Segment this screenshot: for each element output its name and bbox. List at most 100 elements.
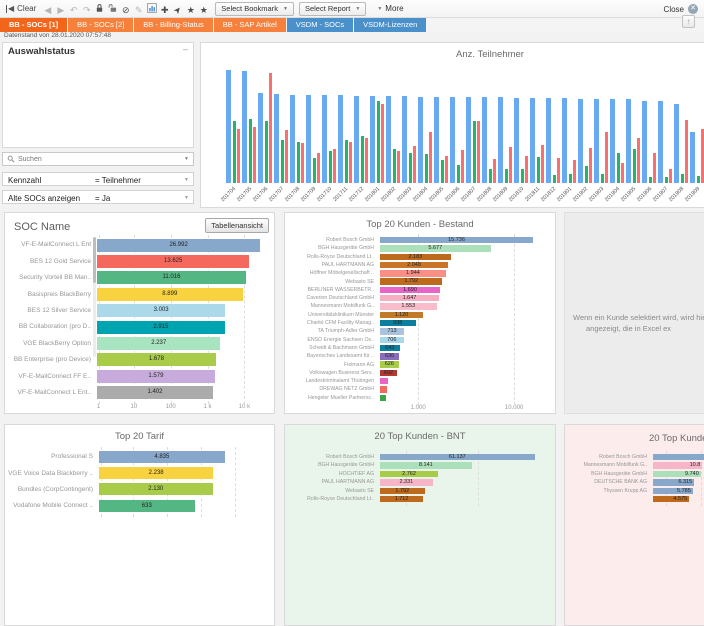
bar-blue-201810[interactable] (514, 98, 519, 183)
bar-blue-201709[interactable] (306, 95, 311, 183)
bar-green-201706[interactable] (265, 121, 269, 183)
row-label[interactable]: HOCHTIEF AG (285, 471, 374, 477)
bar-robert-bosch-gmbh[interactable]: 15.736 (380, 237, 533, 243)
bar-security-vorteil-bb-man[interactable]: 11.016 (97, 271, 246, 284)
bar-red-201909[interactable] (701, 129, 704, 183)
bar-green-201810[interactable] (521, 169, 525, 183)
bar-hengeler-mueller-partnersc[interactable] (380, 395, 386, 401)
bar-red-201804[interactable] (429, 132, 433, 183)
row-label[interactable]: Volkswagen Business Serv.. (285, 370, 374, 376)
bar-rolls-royce-deutschland-lt[interactable]: 1.712 (380, 496, 423, 502)
row-label[interactable]: BB Enterprise (pro Device) (5, 356, 91, 363)
bar-scheidt-bachmann-gmbh[interactable]: 643 (380, 345, 400, 351)
bar-webasto-se[interactable]: 1.792 (380, 278, 442, 284)
bar-bes-12-silver-service[interactable]: 3.003 (97, 304, 225, 317)
bar-blue-201803[interactable] (402, 96, 407, 183)
bar-hochtief-ag[interactable]: 2.762 (380, 471, 438, 477)
search-box[interactable]: ▼ (2, 152, 194, 166)
bar-green-201901[interactable] (569, 174, 573, 183)
bar-green-201808[interactable] (489, 169, 493, 183)
bar-green-201809[interactable] (505, 169, 509, 183)
bar-bgh-hausger-te-gmbh[interactable]: 9.740 (653, 471, 701, 477)
bar-green-201804[interactable] (425, 154, 429, 183)
bar-robert-bosch-gmbh[interactable]: 61.137 (380, 454, 535, 460)
forward-icon[interactable]: ▶ (54, 2, 67, 18)
bar-green-201811[interactable] (537, 157, 541, 183)
scrollbar-thumb[interactable] (93, 237, 96, 283)
bar-robert-bosch-gmbh[interactable] (653, 454, 704, 460)
bar-green-201909[interactable] (697, 176, 701, 183)
bar-paul-hartmann-ag[interactable]: 2.048 (380, 262, 448, 268)
bar-blue-201909[interactable] (690, 132, 695, 183)
bar-green-201705[interactable] (249, 119, 253, 183)
bar-blue-201806[interactable] (450, 97, 455, 183)
bar-green-201906[interactable] (649, 177, 653, 183)
bar-blue-201905[interactable] (626, 99, 631, 183)
bar-blue-201811[interactable] (530, 98, 535, 183)
bar-red-201811[interactable] (541, 145, 545, 183)
chart-table-icon[interactable] (145, 2, 158, 18)
search-input[interactable] (18, 156, 181, 163)
bar-red-201808[interactable] (493, 159, 497, 183)
bar-blue-201902[interactable] (578, 99, 583, 183)
bar-mannesmann-mobilfunk-g[interactable]: 1.553 (380, 303, 437, 309)
row-label[interactable]: Bayerisches Landesamt für .. (285, 353, 374, 359)
row-label[interactable]: Basispreis BlackBerry (5, 291, 91, 298)
tab-bb-billing-status[interactable]: BB - Billing-Status (134, 18, 212, 32)
row-label[interactable]: VF-E-MailConnect FF E.. (5, 373, 91, 380)
row-label[interactable]: Rolls-Royce Deutschland Lt.. (285, 254, 374, 260)
bar-blue-201707[interactable] (274, 94, 279, 183)
bar-red-201802[interactable] (397, 151, 401, 183)
bar-green-201707[interactable] (281, 140, 285, 183)
bar-green-201907[interactable] (665, 177, 669, 183)
tab-bb-socs-1[interactable]: BB - SOCs [1] (0, 18, 67, 32)
bar-red-201704[interactable] (237, 129, 241, 183)
bar-thyssen-krupp-ag[interactable]: 5.785 (653, 488, 693, 494)
row-label[interactable]: TA Triumph-Adler GmbH (285, 328, 374, 334)
row-label[interactable]: PAUL HARTMANN AG (285, 262, 374, 268)
bar-red-201807[interactable] (477, 121, 481, 183)
bar-green-201802[interactable] (393, 149, 397, 183)
unlock-icon[interactable] (106, 2, 119, 18)
bar-blue-201904[interactable] (610, 99, 615, 183)
bar-red-201705[interactable] (253, 127, 257, 184)
bar-red-201812[interactable] (557, 158, 561, 183)
bar-landeskriminalamt-th-ringen[interactable] (380, 378, 388, 384)
bar-ta-triumph-adler-gmbh[interactable]: 713 (380, 328, 404, 334)
row-label[interactable]: VGE Voice Data Blackberry .. (5, 470, 93, 477)
bar-red-201906[interactable] (653, 153, 657, 184)
bar-drewag-netz-gmbh[interactable] (380, 386, 387, 392)
row-label[interactable]: Mannesmann Mobilfunk G.. (565, 462, 647, 468)
bar-green-201803[interactable] (409, 153, 413, 184)
bar-green-201709[interactable] (313, 158, 317, 183)
bar-blue-201807[interactable] (466, 97, 471, 183)
bar-red-201809[interactable] (509, 147, 513, 183)
table-view-button[interactable]: Tabellenansicht (205, 218, 269, 233)
clear-button[interactable]: ◀ Clear (6, 4, 36, 13)
bar-red-201904[interactable] (621, 163, 625, 183)
row-label[interactable]: BB Collaboration (pro D.. (5, 323, 91, 330)
bar-mannesmann-mobilfunk-g[interactable]: 10.8 (653, 462, 702, 468)
row-label[interactable]: Thyssen Krupp AG (565, 488, 647, 494)
row-label[interactable]: ENSO Energie Sachsen Os.. (285, 337, 374, 343)
row-label[interactable]: Robert Bosch GmbH (565, 454, 647, 460)
row-label[interactable]: Robert Bosch GmbH (285, 454, 374, 460)
bar-vf-e-mailconnect-l-ent[interactable]: 1.402 (97, 386, 213, 399)
bar-green-201704[interactable] (233, 121, 237, 183)
bar-red-201708[interactable] (301, 143, 305, 183)
filter-alte-socs-anzeigen[interactable]: Alte SOCs anzeigen= Ja▼ (2, 190, 194, 204)
back-icon[interactable]: ◀ (41, 2, 54, 18)
tab-bb-socs-2[interactable]: BB - SOCs [2] (68, 18, 133, 32)
bar-red-201803[interactable] (413, 146, 417, 183)
bar-bundles-corpcontingent[interactable]: 2.130 (99, 483, 213, 495)
bar-green-201806[interactable] (457, 165, 461, 183)
bar-bes-12-gold-service[interactable]: 13.625 (97, 255, 249, 268)
bar-professional-s[interactable]: 4.835 (99, 451, 225, 463)
row-label[interactable]: Webasto SE (285, 279, 374, 285)
row-label[interactable]: Höffner Möbelgesellschaft .. (285, 270, 374, 276)
bar-blue-201805[interactable] (434, 97, 439, 183)
bar-bb-enterprise-pro-device[interactable]: 1.678 (97, 353, 216, 366)
bar-blue-201804[interactable] (418, 97, 423, 183)
minimize-icon[interactable]: – (183, 44, 188, 54)
bar-red-201908[interactable] (685, 120, 689, 183)
